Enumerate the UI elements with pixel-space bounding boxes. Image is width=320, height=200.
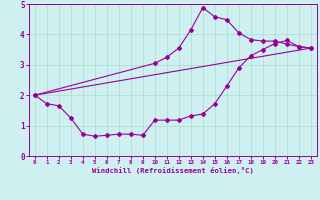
X-axis label: Windchill (Refroidissement éolien,°C): Windchill (Refroidissement éolien,°C)	[92, 167, 254, 174]
